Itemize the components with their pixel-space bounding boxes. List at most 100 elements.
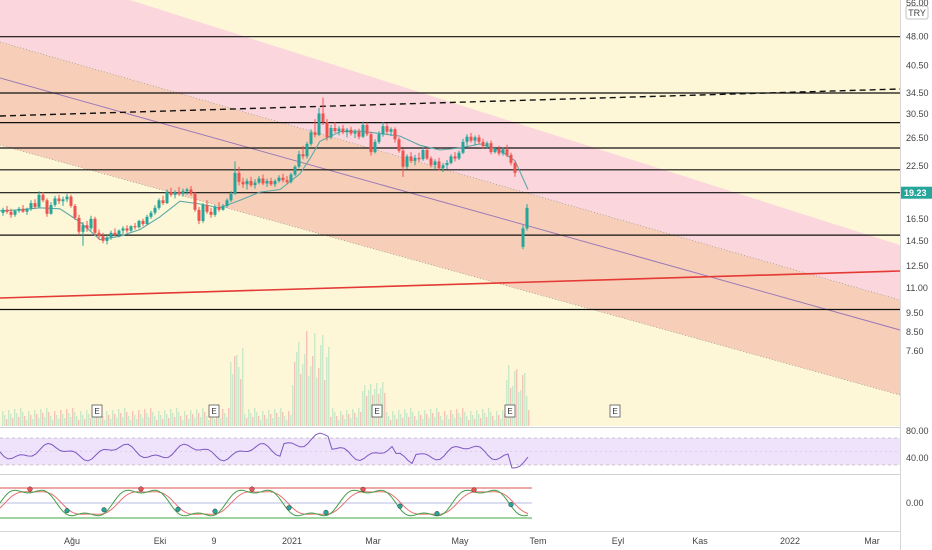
earnings-marker[interactable]: E (208, 404, 220, 418)
candle (185, 187, 189, 195)
volume-bar (456, 409, 458, 426)
volume-bar (330, 417, 332, 426)
volume-bar (142, 418, 144, 426)
time-axis: Ağu Eki 9 2021 Mar May Tem Eyl Kas 2022 Mar (0, 531, 900, 546)
candle-body (169, 192, 173, 195)
candle-body (349, 129, 353, 134)
candle-body (89, 218, 93, 229)
oscillator-cross-marker (249, 486, 255, 492)
volume-bar (412, 412, 414, 426)
volume-bar (318, 368, 320, 426)
volume-bar (396, 419, 398, 426)
volume-bar (276, 413, 278, 426)
volume-bar (40, 409, 42, 426)
volume-bar (162, 419, 164, 426)
volume-bar (370, 384, 372, 426)
volume-bar (108, 415, 110, 426)
volume-bar (4, 415, 6, 426)
volume-bar (184, 411, 186, 426)
volume-bar (74, 412, 76, 426)
earnings-marker[interactable]: E (371, 404, 383, 418)
candle-body (269, 181, 273, 185)
time-tick-label: 2022 (780, 536, 800, 546)
candle-body (449, 156, 453, 163)
candle (293, 165, 297, 177)
candle-body (301, 154, 305, 157)
candle (153, 205, 157, 215)
volume-bar (386, 412, 388, 426)
volume-bar (92, 409, 94, 426)
volume-bar (230, 362, 232, 426)
candle-body (313, 132, 317, 135)
candle-body (377, 134, 381, 142)
earnings-marker[interactable]: E (609, 404, 621, 418)
price-tick-label: 11.00 (906, 283, 928, 293)
earnings-marker[interactable]: E (504, 404, 516, 418)
oscillator-cross-marker (175, 506, 181, 512)
candle-body (225, 200, 229, 206)
volume-bar (250, 413, 252, 426)
candle (141, 218, 145, 227)
candle (113, 228, 117, 237)
candle-body (249, 181, 253, 186)
candle-body (457, 152, 461, 159)
volume-bar (382, 382, 384, 426)
volume-bar (486, 417, 488, 426)
candle (449, 154, 453, 165)
candle (277, 175, 281, 183)
volume-bar (364, 385, 366, 426)
candle (165, 189, 169, 204)
candle-body (29, 203, 33, 209)
candle (425, 148, 429, 160)
candle (161, 195, 165, 205)
candle-body (21, 208, 25, 212)
candle-body (413, 157, 417, 161)
candles (1, 97, 529, 250)
candle (245, 178, 249, 190)
volume-bar (436, 408, 438, 426)
candle-body (117, 230, 121, 236)
volume-bar (234, 356, 236, 426)
candle-body (253, 182, 257, 186)
currency-badge[interactable] (905, 5, 929, 20)
volume-bar (96, 417, 98, 426)
oscillator-cross-marker (508, 502, 514, 508)
candle (429, 156, 433, 168)
volume-bar (254, 408, 256, 426)
earnings-marker-label: E (612, 407, 617, 416)
price-tick-label: 8.50 (906, 327, 924, 337)
volume-bar (60, 410, 62, 426)
candle-body (441, 165, 445, 169)
candle (361, 121, 365, 138)
candle-body (333, 128, 337, 132)
candle-body (77, 217, 81, 232)
earnings-marker-box (504, 404, 516, 418)
price-tick-label: 34.50 (906, 88, 929, 98)
candle (177, 186, 181, 196)
volume-bar (278, 417, 280, 426)
volume-bar (394, 415, 396, 426)
volume-bar (306, 331, 308, 426)
candle-body (201, 205, 205, 221)
candle-body (149, 212, 153, 217)
candle (465, 134, 469, 146)
volume-bar (46, 408, 48, 426)
volume-bar (398, 410, 400, 426)
volume-bar (426, 414, 428, 426)
volume-bar (286, 420, 288, 426)
volume-bar (366, 396, 368, 426)
volume-bar (16, 413, 18, 426)
candle-body (373, 141, 377, 153)
candle (81, 222, 85, 246)
candle-body (361, 125, 365, 137)
candle-body (33, 203, 37, 207)
candle (497, 145, 501, 156)
candle (433, 159, 437, 170)
earnings-marker[interactable]: E (91, 404, 103, 418)
rsi-line (0, 432, 529, 469)
volume-bar (210, 411, 212, 426)
rsi-panel (0, 427, 900, 469)
candle (513, 161, 517, 177)
volume-bar (494, 420, 496, 426)
candle-body (273, 181, 277, 185)
